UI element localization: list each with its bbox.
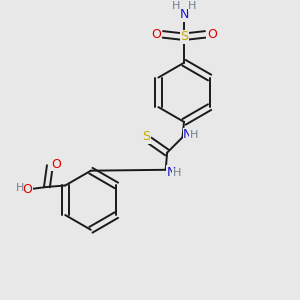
Text: N: N [166, 166, 176, 179]
Text: H: H [188, 1, 196, 11]
Text: H: H [173, 168, 181, 178]
Text: O: O [207, 28, 217, 41]
Text: N: N [183, 128, 193, 141]
Text: N: N [179, 8, 189, 21]
Text: S: S [180, 30, 188, 43]
Text: S: S [142, 130, 151, 143]
Text: H: H [16, 183, 24, 194]
Text: O: O [51, 158, 61, 171]
Text: H: H [172, 1, 180, 11]
Text: O: O [22, 183, 32, 196]
Text: H: H [190, 130, 198, 140]
Text: O: O [151, 28, 161, 41]
